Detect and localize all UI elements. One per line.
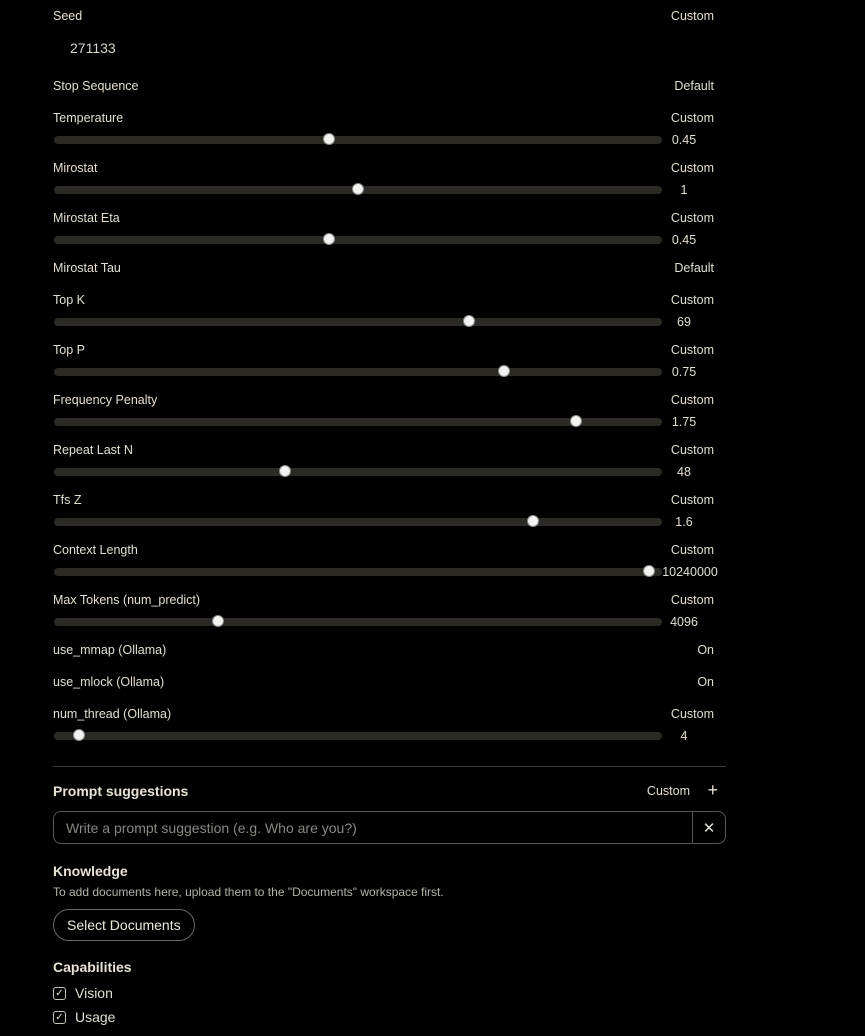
context-length-label: Context Length: [53, 543, 138, 557]
select-documents-button[interactable]: Select Documents: [53, 909, 195, 941]
mirostat-value[interactable]: 1: [680, 183, 688, 197]
use-mlock-toggle[interactable]: On: [697, 675, 714, 689]
stop-sequence-mode-toggle[interactable]: Default: [674, 79, 714, 93]
context-length-value[interactable]: 10240000: [662, 565, 718, 579]
repeat-last-n-slider-thumb[interactable]: [279, 465, 292, 477]
plus-icon[interactable]: +: [707, 780, 718, 800]
capability-vision[interactable]: ✓ Vision: [53, 985, 113, 1001]
use-mlock-label: use_mlock (Ollama): [53, 675, 165, 689]
frequency-penalty-slider-thumb[interactable]: [570, 415, 583, 427]
top-k-label: Top K: [53, 293, 85, 307]
repeat-last-n-slider[interactable]: [54, 465, 662, 477]
temperature-mode-toggle[interactable]: Custom: [670, 111, 714, 125]
num-thread-label: num_thread (Ollama): [53, 707, 172, 721]
capability-usage[interactable]: ✓ Usage: [53, 1009, 115, 1025]
mirostat-eta-mode-toggle[interactable]: Custom: [670, 211, 714, 225]
top-p-slider[interactable]: [54, 365, 662, 377]
mirostat-eta-slider-thumb[interactable]: [322, 233, 335, 245]
mirostat-mode-toggle[interactable]: Custom: [670, 161, 714, 175]
num-thread-slider[interactable]: [54, 729, 662, 741]
capabilities-title: Capabilities: [53, 959, 132, 975]
mirostat-tau-mode-toggle[interactable]: Default: [674, 261, 714, 275]
top-k-slider[interactable]: [54, 315, 662, 327]
top-p-mode-toggle[interactable]: Custom: [670, 343, 714, 357]
temperature-value[interactable]: 0.45: [671, 133, 697, 147]
seed-label: Seed: [53, 9, 83, 23]
max-tokens-mode-toggle[interactable]: Custom: [670, 593, 714, 607]
stop-sequence-label: Stop Sequence: [53, 79, 139, 93]
frequency-penalty-label: Frequency Penalty: [53, 393, 158, 407]
max-tokens-value[interactable]: 4096: [670, 615, 698, 629]
repeat-last-n-value[interactable]: 48: [677, 465, 691, 479]
checkbox-check-icon[interactable]: ✓: [53, 986, 66, 1000]
capability-label: Vision: [75, 985, 113, 1001]
mirostat-tau-label: Mirostat Tau: [53, 261, 121, 275]
repeat-last-n-label: Repeat Last N: [53, 443, 133, 457]
temperature-slider-thumb[interactable]: [322, 133, 335, 145]
section-divider: [53, 766, 726, 767]
mirostat-eta-slider[interactable]: [54, 233, 662, 245]
repeat-last-n-mode-toggle[interactable]: Custom: [670, 443, 714, 457]
context-length-slider-thumb[interactable]: [643, 565, 655, 577]
num-thread-mode-toggle[interactable]: Custom: [670, 707, 714, 721]
prompt-suggestion-input[interactable]: [53, 811, 692, 844]
mirostat-label: Mirostat: [53, 161, 98, 175]
checkbox-check-icon[interactable]: ✓: [53, 1010, 66, 1024]
max-tokens-label: Max Tokens (num_predict): [53, 593, 201, 607]
use-mmap-toggle[interactable]: On: [697, 643, 714, 657]
frequency-penalty-mode-toggle[interactable]: Custom: [670, 393, 714, 407]
mirostat-slider[interactable]: [54, 183, 662, 195]
knowledge-hint: To add documents here, upload them to th…: [53, 885, 444, 899]
temperature-slider[interactable]: [54, 133, 662, 145]
mirostat-eta-label: Mirostat Eta: [53, 211, 120, 225]
prompt-suggestions-title: Prompt suggestions: [53, 783, 189, 799]
use-mmap-label: use_mmap (Ollama): [53, 643, 167, 657]
context-length-mode-toggle[interactable]: Custom: [670, 543, 714, 557]
prompt-suggestions-mode-toggle[interactable]: Custom: [646, 784, 690, 798]
max-tokens-slider[interactable]: [54, 615, 662, 627]
top-k-slider-thumb[interactable]: [462, 315, 475, 327]
knowledge-title: Knowledge: [53, 863, 128, 879]
tfs-z-slider[interactable]: [54, 515, 662, 527]
frequency-penalty-value[interactable]: 1.75: [671, 415, 697, 429]
tfs-z-label: Tfs Z: [53, 493, 82, 507]
top-p-label: Top P: [53, 343, 85, 357]
capability-label: Usage: [75, 1009, 116, 1025]
tfs-z-mode-toggle[interactable]: Custom: [670, 493, 714, 507]
seed-input[interactable]: 271133: [70, 40, 116, 56]
tfs-z-value[interactable]: 1.6: [675, 515, 693, 529]
num-thread-value[interactable]: 4: [680, 729, 688, 743]
top-p-slider-thumb[interactable]: [497, 365, 510, 377]
frequency-penalty-slider[interactable]: [54, 415, 662, 427]
close-icon[interactable]: ✕: [692, 811, 726, 844]
temperature-label: Temperature: [53, 111, 124, 125]
top-p-value[interactable]: 0.75: [671, 365, 697, 379]
max-tokens-slider-thumb[interactable]: [212, 615, 225, 627]
seed-mode-toggle[interactable]: Custom: [670, 9, 714, 23]
top-k-value[interactable]: 69: [677, 315, 691, 329]
top-k-mode-toggle[interactable]: Custom: [670, 293, 714, 307]
mirostat-slider-thumb[interactable]: [352, 183, 364, 195]
tfs-z-slider-thumb[interactable]: [526, 515, 539, 527]
num-thread-slider-thumb[interactable]: [72, 729, 85, 741]
mirostat-eta-value[interactable]: 0.45: [671, 233, 697, 247]
context-length-slider[interactable]: [54, 565, 662, 577]
